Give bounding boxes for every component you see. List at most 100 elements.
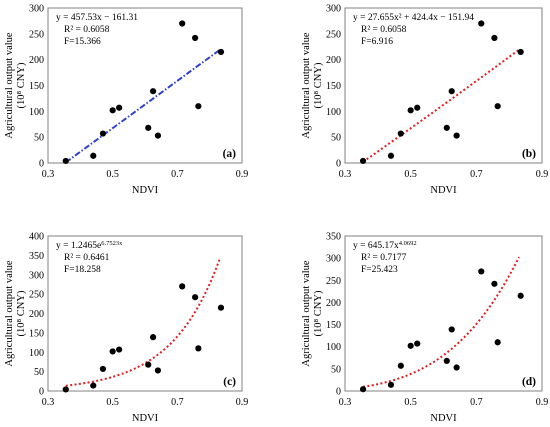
data-point (414, 104, 421, 111)
data-point (494, 339, 501, 346)
y-tick-label: 0 (336, 159, 341, 170)
data-point (453, 132, 460, 139)
data-point (407, 342, 414, 349)
x-tick-label: 0.9 (536, 169, 549, 180)
data-point (145, 361, 152, 368)
y-axis-title-line: (10⁸ CNY) (313, 62, 324, 108)
y-tick-label: 200 (326, 298, 341, 309)
data-point (443, 124, 450, 131)
y-tick-label: 300 (29, 270, 44, 281)
data-point (154, 132, 162, 139)
x-axis-title: NDVI (430, 185, 457, 196)
regression-annotation-line: y = 645.17x4.0692 (353, 240, 417, 252)
y-tick-label: 200 (29, 55, 44, 66)
regression-annotation-line: y = 1.2465e6.7523x (56, 240, 123, 252)
regression-annotation-line: F=6.916 (361, 37, 393, 47)
x-tick-label: 0.7 (171, 397, 184, 408)
data-point (149, 334, 157, 341)
data-point (145, 124, 152, 131)
x-tick-label: 0.7 (470, 169, 483, 180)
data-point (62, 157, 69, 165)
plot-area-frame (344, 7, 543, 164)
y-tick-label: 100 (29, 348, 44, 359)
data-point (387, 152, 395, 159)
x-tick-label: 0.5 (404, 397, 417, 408)
data-point (195, 103, 202, 110)
y-tick-label: 350 (326, 232, 341, 243)
scatter-panel: 0 50 100 150 200 250 300 350 400 0.3 0.5 0.7 0.9 NDVI… (4, 232, 248, 425)
y-tick-label: 0 (39, 159, 44, 170)
y-tick-label: 250 (326, 276, 341, 287)
plot-area-frame (47, 235, 243, 392)
y-tick-label: 250 (29, 29, 44, 40)
data-point (491, 280, 498, 287)
data-point (99, 130, 107, 137)
y-axis-title-line: (10⁸ CNY) (313, 290, 324, 336)
data-point (192, 34, 199, 42)
panel-label: (d) (522, 376, 536, 388)
x-tick-label: 0.5 (106, 169, 119, 180)
regression-annotation-line: F=25.423 (361, 265, 398, 275)
y-tick-label: 100 (29, 107, 44, 118)
data-point (62, 386, 69, 393)
y-tick-label: 250 (29, 290, 44, 301)
y-tick-label: 300 (29, 4, 44, 15)
panel-label: (b) (522, 148, 536, 160)
x-tick-label: 0.7 (171, 169, 184, 180)
x-axis-title: NDVI (430, 413, 457, 424)
y-tick-label: 300 (326, 4, 341, 15)
x-tick-label: 0.7 (470, 397, 483, 408)
y-tick-label: 250 (326, 29, 341, 40)
data-point (116, 104, 123, 111)
x-tick-label: 0.5 (106, 397, 119, 408)
data-point (359, 157, 367, 165)
data-point (109, 348, 116, 355)
data-point (149, 88, 157, 95)
data-point (217, 48, 225, 56)
data-point (192, 294, 199, 301)
data-point (195, 345, 202, 352)
data-point (154, 367, 162, 374)
regression-annotation-line: F=15.366 (64, 37, 101, 47)
scatter-panel: 0 50 100 150 200 250 300 0.3 0.5 0.7 0.9 NDVI Agricu… (4, 4, 248, 197)
regression-annotation-line: F=18.258 (64, 265, 101, 275)
y-tick-label: 350 (29, 251, 44, 262)
plot-area-frame (47, 7, 243, 164)
x-tick-label: 0.3 (42, 397, 55, 408)
fit-trend-line (362, 256, 520, 388)
y-tick-label: 150 (29, 81, 44, 92)
y-tick-label: 0 (336, 387, 341, 398)
y-axis-title-line: Agricultural output value (4, 32, 15, 138)
data-point (109, 107, 116, 114)
regression-annotation-line: R² = 0.6461 (64, 253, 110, 263)
plot-area-frame (344, 235, 543, 392)
data-point (116, 346, 123, 353)
data-point (179, 20, 186, 27)
y-tick-label: 0 (39, 387, 44, 398)
regression-annotation-line: y = 457.53x − 161.31 (56, 13, 138, 23)
data-point (453, 364, 460, 371)
data-point (448, 88, 455, 95)
fit-trend-line (362, 48, 520, 163)
y-tick-label: 150 (326, 81, 341, 92)
data-point (407, 107, 414, 114)
y-tick-label: 300 (326, 254, 341, 265)
y-tick-label: 150 (29, 328, 44, 339)
data-point (517, 292, 524, 299)
y-axis-title-line: (10⁸ CNY) (16, 290, 27, 336)
fit-trend-line (65, 49, 220, 164)
data-point (478, 268, 485, 275)
y-axis-title-line: Agricultural output value (301, 32, 312, 138)
y-tick-label: 50 (34, 133, 44, 144)
data-point (397, 130, 404, 137)
regression-annotation-line: y = 27.655x² + 424.4x − 151.94 (353, 13, 474, 23)
y-tick-label: 50 (331, 133, 341, 144)
y-tick-label: 400 (29, 232, 44, 243)
x-axis-title: NDVI (132, 185, 159, 196)
data-point (397, 362, 404, 369)
regression-annotation-line: R² = 0.7177 (361, 253, 407, 263)
data-point (99, 365, 107, 373)
data-point (491, 34, 498, 42)
data-point (517, 48, 524, 56)
